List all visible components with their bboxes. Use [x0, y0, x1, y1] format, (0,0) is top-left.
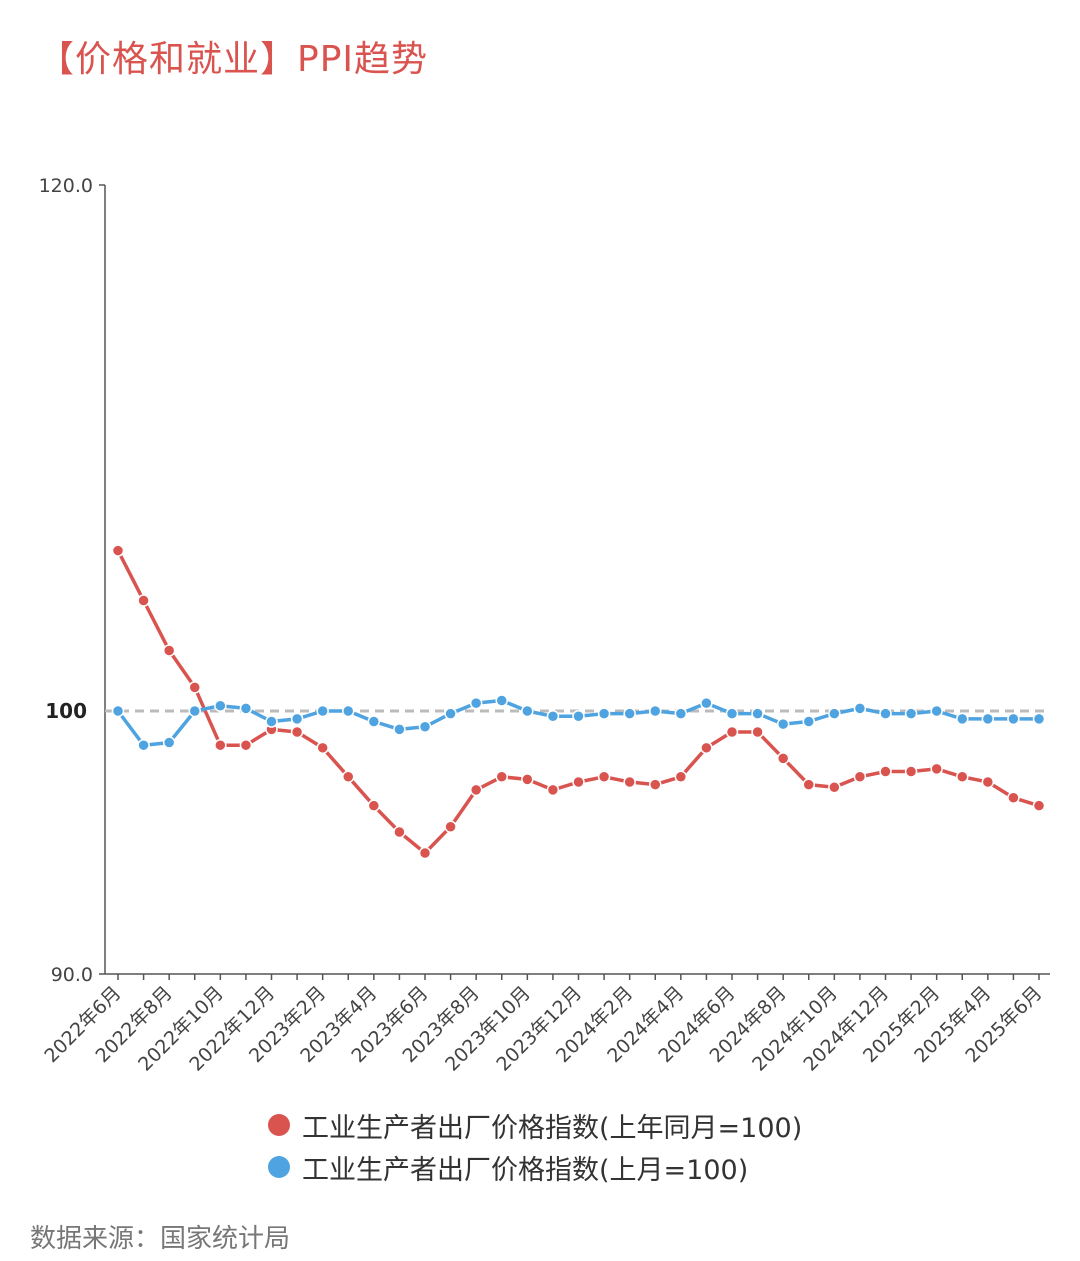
- data-point[interactable]: [674, 770, 688, 783]
- reference-line-label: 100: [45, 699, 87, 723]
- data-point[interactable]: [469, 696, 483, 710]
- data-point[interactable]: [342, 704, 355, 718]
- data-point[interactable]: [393, 723, 406, 736]
- data-point[interactable]: [674, 707, 688, 720]
- data-point[interactable]: [137, 738, 150, 752]
- data-point[interactable]: [802, 778, 815, 791]
- data-point[interactable]: [981, 712, 995, 726]
- data-point[interactable]: [751, 707, 764, 720]
- data-point[interactable]: [725, 707, 739, 720]
- data-point[interactable]: [853, 702, 867, 715]
- data-point[interactable]: [904, 765, 918, 778]
- data-source-note: 数据来源：国家统计局: [30, 1224, 291, 1254]
- data-point[interactable]: [162, 736, 176, 749]
- legend-dot-blue: [268, 1156, 290, 1178]
- data-point[interactable]: [981, 775, 995, 789]
- data-point[interactable]: [828, 707, 841, 720]
- data-point[interactable]: [316, 704, 329, 718]
- data-point[interactable]: [316, 741, 329, 755]
- y-tick-label: 120.0: [39, 175, 93, 197]
- data-point[interactable]: [1007, 712, 1020, 726]
- data-point[interactable]: [956, 770, 969, 783]
- data-point[interactable]: [111, 544, 125, 557]
- legend-label-yoy: 工业生产者出厂价格指数(上年同月=100): [302, 1112, 803, 1144]
- data-point[interactable]: [649, 704, 662, 718]
- data-point[interactable]: [367, 799, 381, 812]
- legend-item-mom[interactable]: 工业生产者出厂价格指数(上月=100): [268, 1146, 802, 1188]
- data-point[interactable]: [418, 720, 432, 734]
- data-point[interactable]: [853, 770, 867, 783]
- data-point[interactable]: [776, 752, 790, 765]
- data-point[interactable]: [418, 846, 432, 860]
- data-point[interactable]: [521, 773, 534, 786]
- data-point[interactable]: [393, 825, 406, 839]
- data-point[interactable]: [1032, 712, 1046, 726]
- series-layer: [111, 544, 1046, 860]
- data-point[interactable]: [700, 741, 713, 755]
- data-point[interactable]: [188, 704, 201, 718]
- data-point[interactable]: [290, 712, 304, 726]
- data-point[interactable]: [444, 707, 457, 720]
- series-1: [111, 694, 1046, 752]
- data-point[interactable]: [162, 644, 176, 657]
- data-point[interactable]: [572, 710, 585, 723]
- series-line-0: [116, 549, 1040, 855]
- legend-item-yoy[interactable]: 工业生产者出厂价格指数(上年同月=100): [268, 1104, 802, 1146]
- data-point[interactable]: [342, 770, 355, 783]
- data-point[interactable]: [751, 725, 764, 739]
- data-point[interactable]: [623, 775, 636, 789]
- data-point[interactable]: [930, 704, 943, 718]
- data-point[interactable]: [828, 781, 841, 794]
- data-point[interactable]: [367, 715, 381, 728]
- data-point[interactable]: [725, 725, 739, 739]
- data-point[interactable]: [546, 783, 560, 797]
- data-point[interactable]: [239, 702, 253, 715]
- data-point[interactable]: [469, 783, 483, 797]
- data-point[interactable]: [904, 707, 918, 720]
- data-point[interactable]: [546, 710, 560, 723]
- data-point[interactable]: [597, 707, 611, 720]
- x-tick-labels: 2022年6月2022年8月2022年10月2022年12月2023年2月202…: [40, 974, 1047, 1076]
- data-point[interactable]: [649, 778, 662, 791]
- chart-legend: 工业生产者出厂价格指数(上年同月=100) 工业生产者出厂价格指数(上月=100…: [268, 1104, 802, 1188]
- data-point[interactable]: [265, 715, 278, 728]
- data-point[interactable]: [623, 707, 636, 720]
- data-point[interactable]: [1032, 799, 1046, 812]
- data-point[interactable]: [879, 765, 892, 778]
- series-0: [111, 544, 1046, 860]
- data-point[interactable]: [495, 694, 508, 707]
- legend-label-mom: 工业生产者出厂价格指数(上月=100): [302, 1154, 749, 1186]
- data-point[interactable]: [700, 696, 713, 710]
- data-point[interactable]: [495, 770, 508, 783]
- data-point[interactable]: [956, 712, 969, 726]
- data-point[interactable]: [239, 738, 253, 752]
- data-point[interactable]: [214, 699, 227, 712]
- data-point[interactable]: [188, 681, 201, 694]
- data-point[interactable]: [444, 820, 457, 833]
- y-tick-label: 90.0: [51, 964, 93, 986]
- data-point[interactable]: [521, 704, 534, 718]
- data-point[interactable]: [1007, 791, 1020, 805]
- page-title: 【价格和就业】PPI趋势: [38, 39, 429, 80]
- legend-dot-red: [268, 1114, 290, 1136]
- data-point[interactable]: [776, 717, 790, 731]
- data-point[interactable]: [930, 762, 943, 776]
- ppi-line-chart: 120.0 90.0 100 2022年6月2022年8月2022年10月2022…: [39, 175, 1050, 1076]
- data-point[interactable]: [802, 715, 815, 728]
- data-point[interactable]: [111, 704, 125, 718]
- chart-axes: 120.0 90.0: [39, 175, 1050, 986]
- data-point[interactable]: [290, 725, 304, 739]
- data-point[interactable]: [879, 707, 892, 720]
- data-point[interactable]: [572, 775, 585, 789]
- data-point[interactable]: [597, 770, 611, 783]
- data-point[interactable]: [214, 738, 227, 752]
- data-point[interactable]: [137, 594, 150, 607]
